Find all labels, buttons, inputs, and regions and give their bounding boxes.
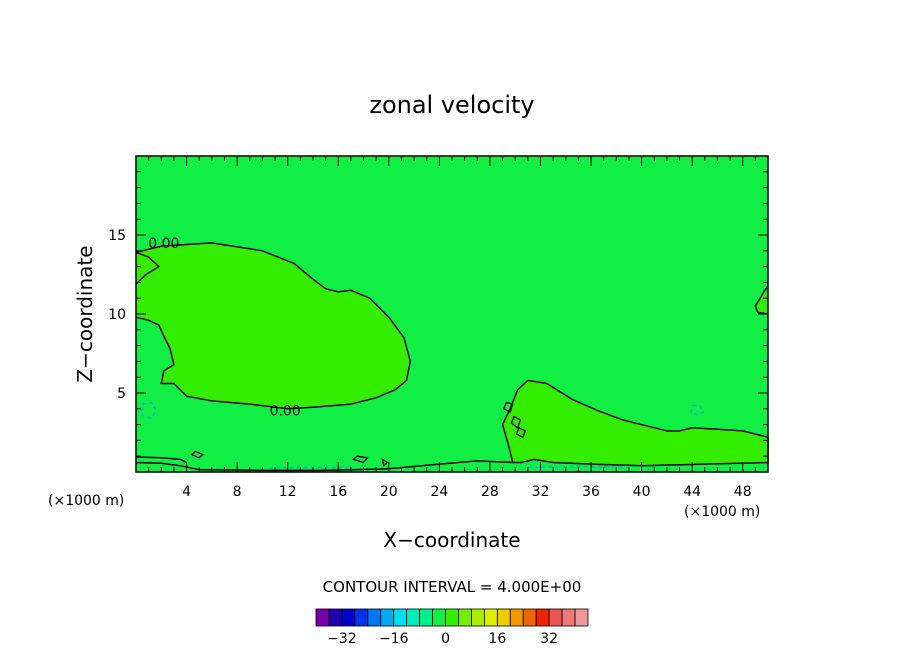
contour-labels: 0.00 0.00 bbox=[148, 236, 301, 419]
x-tick-label: 24 bbox=[430, 484, 448, 500]
contour-label-2: 0.00 bbox=[270, 403, 301, 419]
positive-region-1 bbox=[136, 242, 411, 409]
x-tick-label: 8 bbox=[233, 484, 242, 500]
colorbar-swatch bbox=[432, 608, 446, 627]
positive-velocity-regions bbox=[136, 242, 768, 466]
zero-contour-5 bbox=[135, 456, 187, 464]
colorbar-swatch bbox=[341, 608, 356, 627]
x-tick-label: 12 bbox=[279, 484, 297, 500]
x-tick-label: 4 bbox=[182, 484, 191, 500]
colorbar bbox=[315, 608, 589, 627]
colorbar-swatch bbox=[483, 608, 498, 627]
x-tick-label: 20 bbox=[380, 484, 398, 500]
colorbar-swatch bbox=[445, 608, 459, 627]
colorbar-swatch bbox=[471, 608, 485, 627]
x-tick-label: 16 bbox=[329, 484, 347, 500]
y-tick-label: 15 bbox=[108, 228, 126, 244]
negative-contour-1 bbox=[140, 401, 157, 420]
x-axis-title: X−coordinate bbox=[383, 528, 520, 552]
colorbar-label: 0 bbox=[441, 631, 450, 647]
colorbar-swatch bbox=[393, 608, 408, 627]
positive-region-edge bbox=[755, 285, 768, 314]
contour-label-1: 0.00 bbox=[148, 236, 179, 252]
colorbar-swatch bbox=[380, 608, 395, 627]
colorbar-swatch bbox=[561, 608, 576, 627]
colorbar-swatch bbox=[328, 608, 343, 627]
x-tick-label: 28 bbox=[481, 484, 499, 500]
colorbar-swatch bbox=[315, 608, 330, 627]
positive-region-2 bbox=[136, 252, 159, 284]
negative-contour-4 bbox=[527, 465, 630, 468]
colorbar-label: 16 bbox=[488, 631, 506, 647]
colorbar-swatch bbox=[496, 608, 511, 627]
zero-contour-6 bbox=[754, 285, 769, 315]
colorbar-swatch bbox=[367, 608, 382, 627]
x-axis-ticks: 4 8 12 16 20 24 28 32 36 40 44 48 bbox=[148, 156, 756, 500]
colorbar-swatch bbox=[535, 608, 550, 627]
colorbar-label: 32 bbox=[540, 631, 558, 647]
colorbar-swatch bbox=[419, 608, 433, 627]
zero-contour-2 bbox=[135, 251, 161, 285]
x-unit-label-bottom: (×1000 m) bbox=[684, 504, 760, 520]
plot-area: 0.00 0.00 bbox=[135, 155, 769, 473]
x-tick-label: 48 bbox=[734, 484, 752, 500]
colorbar-swatch bbox=[509, 608, 524, 627]
colorbar-swatch bbox=[574, 608, 589, 627]
chart-title: zonal velocity bbox=[369, 91, 534, 119]
y-tick-label: 10 bbox=[108, 307, 126, 323]
colorbar-swatch bbox=[354, 608, 369, 627]
x-unit-label: (×1000 m) bbox=[48, 493, 124, 509]
colorbar-swatch bbox=[458, 608, 472, 627]
closed-contour-5 bbox=[510, 415, 522, 429]
closed-contour-6 bbox=[515, 426, 527, 439]
colorbar-labels: −32 −16 0 16 32 bbox=[327, 631, 558, 647]
x-tick-label: 40 bbox=[633, 484, 651, 500]
closed-contour-2 bbox=[352, 455, 369, 464]
colorbar-swatch bbox=[406, 608, 421, 627]
zero-contour-4 bbox=[135, 460, 513, 472]
x-tick-label: 32 bbox=[532, 484, 550, 500]
closed-contour-3 bbox=[381, 458, 389, 467]
contour-interval-note: CONTOUR INTERVAL = 4.000E+00 bbox=[323, 578, 582, 596]
y-axis-ticks: 5 10 15 bbox=[108, 171, 768, 457]
colorbar-label: −32 bbox=[327, 631, 357, 647]
colorbar-label: −16 bbox=[379, 631, 409, 647]
closed-contour-1 bbox=[190, 450, 205, 459]
zero-contour-1 bbox=[135, 242, 412, 410]
colorbar-swatch bbox=[522, 608, 537, 627]
positive-region-3 bbox=[502, 380, 768, 466]
y-axis-title: Z−coordinate bbox=[73, 245, 97, 382]
closed-contour-4 bbox=[502, 401, 514, 413]
negative-contour-2 bbox=[690, 405, 705, 416]
colorbar-swatch bbox=[548, 608, 563, 627]
x-tick-label: 36 bbox=[582, 484, 600, 500]
x-tick-label: 44 bbox=[683, 484, 701, 500]
y-tick-label: 5 bbox=[117, 386, 126, 402]
zero-contour-lines bbox=[135, 242, 769, 472]
